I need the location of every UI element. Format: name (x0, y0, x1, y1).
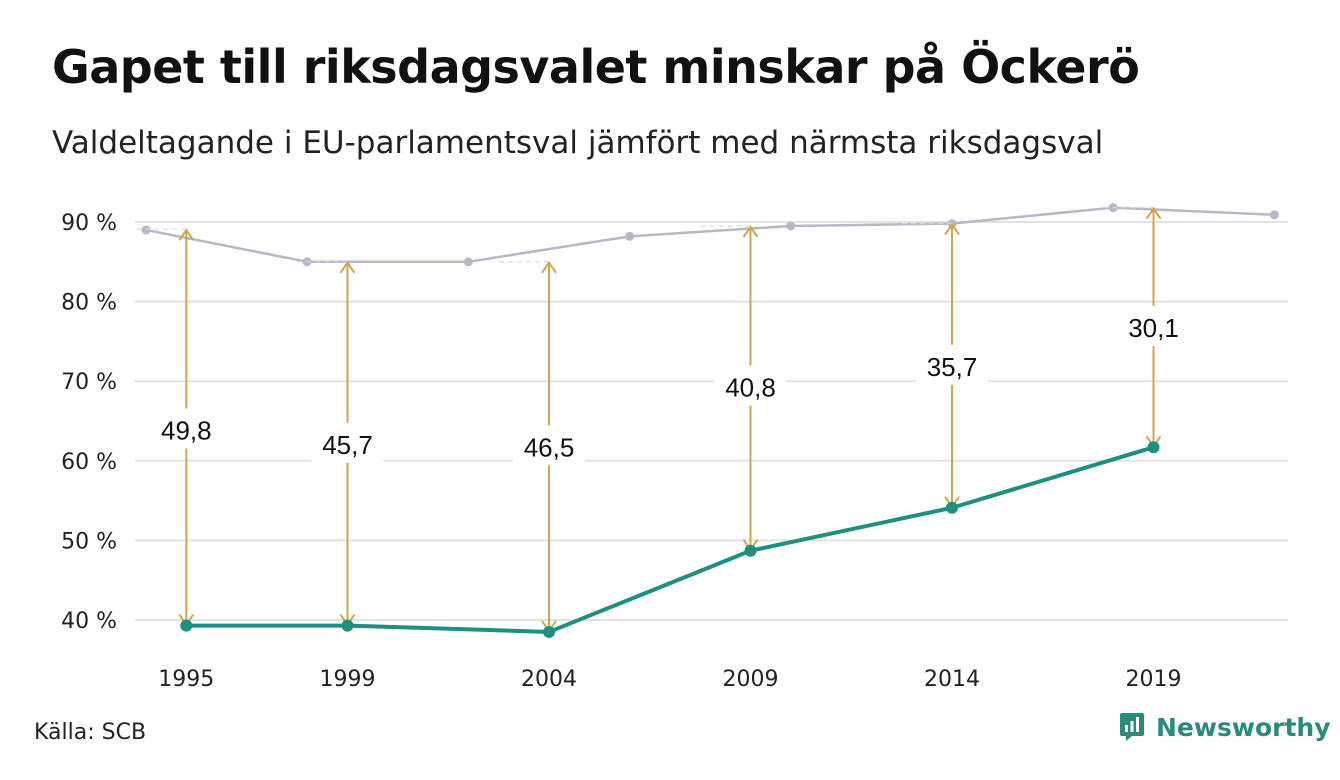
riksdag-point-2002 (463, 257, 473, 267)
riksdag-line (145, 206, 1275, 264)
chart-title: Gapet till riksdagsvalet minskar på Öcke… (52, 40, 1140, 94)
gap-label-bg-2009 (714, 365, 787, 406)
gap-label-2009: 40,8 (725, 373, 776, 403)
x-tick-label-2009: 2009 (723, 667, 779, 692)
x-tick-label-1995: 1995 (158, 667, 214, 692)
gap-arrowhead-top-2019 (1145, 206, 1162, 220)
brand-logo[interactable]: Newsworthy (1118, 712, 1331, 742)
riksdag-point-1994 (141, 225, 151, 235)
gap-label-1995: 49,8 (161, 416, 212, 446)
eu-point-2019 (1147, 441, 1160, 454)
eu-point-2009 (744, 544, 757, 557)
chart-subtitle: Valdeltagande i EU-parlamentsval jämfört… (52, 125, 1104, 161)
gap-label-bg-2004 (513, 425, 585, 466)
newsworthy-logo-icon (1120, 713, 1144, 741)
gap-label-2014: 35,7 (927, 352, 978, 382)
y-tick-label-70: 70 % (61, 370, 117, 395)
gap-arrowhead-top-2009 (742, 225, 759, 238)
gap-label-bg-2014 (916, 344, 988, 385)
x-axis: 1995 1999 2004 2009 2014 2019 (158, 667, 1181, 692)
gap-labels: 49,8 45,7 46,5 40,8 35,7 30,1 (150, 305, 1190, 466)
y-tick-label-60: 60 % (61, 450, 117, 475)
source-note: Källa: SCB (34, 720, 147, 745)
eu-line (186, 445, 1155, 634)
eu-point-1995 (180, 619, 193, 632)
grid-layer: 40 % 50 % 60 % 70 % 80 % 90 % (61, 211, 1288, 634)
gap-arrowhead-top-2004 (541, 261, 557, 274)
gap-arrows (136, 206, 1162, 633)
gap-arrowhead-top-1995 (178, 228, 195, 241)
riksdag-point-2010 (786, 221, 796, 231)
x-tick-label-2014: 2014 (924, 667, 980, 692)
x-tick-label-2004: 2004 (521, 667, 577, 692)
brand-name: Newsworthy (1156, 712, 1331, 742)
y-tick-label-50: 50 % (61, 529, 117, 554)
gap-arrowhead-top-1999 (339, 261, 356, 274)
x-tick-label-2019: 2019 (1126, 667, 1182, 692)
eu-point-2004 (543, 625, 555, 638)
gap-label-2004: 46,5 (524, 432, 575, 462)
gap-label-2019: 30,1 (1128, 313, 1179, 343)
y-tick-label-90: 90 % (61, 211, 117, 236)
gap-label-bg-2019 (1117, 305, 1190, 346)
eu-point-1999 (341, 619, 354, 632)
riksdag-point-2022 (1269, 210, 1279, 220)
y-tick-label-80: 80 % (61, 291, 117, 316)
gap-label-1999: 45,7 (322, 430, 373, 460)
eu-point-2014 (946, 501, 958, 514)
riksdag-series (141, 203, 1279, 267)
eu-series (180, 441, 1160, 638)
riksdag-point-2006 (625, 231, 635, 241)
gap-label-bg-1995 (150, 408, 223, 449)
gap-arrowhead-top-2014 (944, 222, 960, 236)
x-tick-label-1999: 1999 (320, 667, 376, 692)
gap-label-bg-1999 (311, 422, 384, 463)
y-tick-label-40: 40 % (61, 609, 117, 634)
